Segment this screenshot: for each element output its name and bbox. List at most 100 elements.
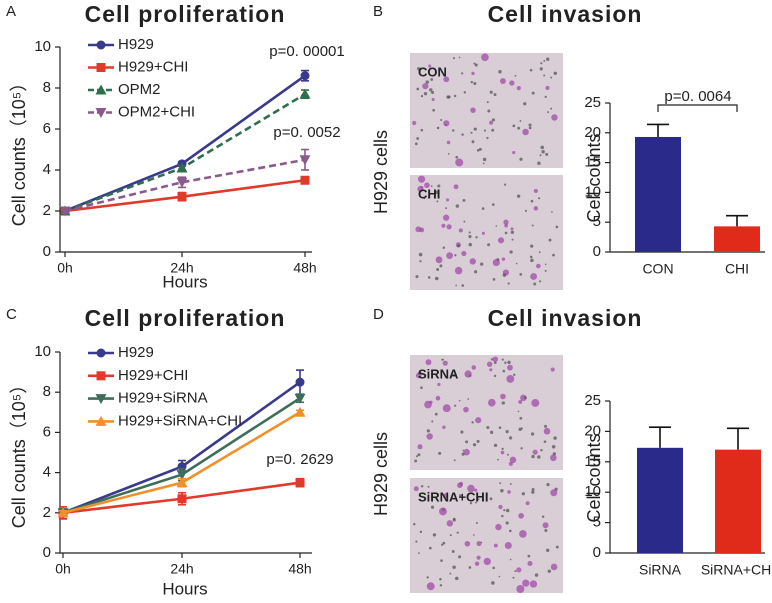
cell [425, 80, 429, 84]
cell [420, 94, 424, 98]
micrograph: CHI [410, 175, 563, 290]
cell [528, 126, 532, 130]
cell [546, 57, 550, 61]
cell [550, 563, 558, 571]
micrograph-label: SiRNA [418, 366, 459, 381]
cell [445, 207, 448, 210]
cell [520, 394, 527, 402]
cell [537, 161, 541, 165]
chart-title: Cell invasion [488, 1, 643, 27]
legend-label: H929+SiRNA [118, 390, 208, 407]
cell [491, 581, 495, 585]
cell [419, 260, 422, 263]
y-tick-label: 0 [593, 243, 601, 260]
micrograph-label: CHI [418, 186, 440, 201]
cell [435, 395, 441, 401]
data-point [177, 494, 187, 504]
cell [517, 410, 520, 413]
x-axis-label: Hours [162, 579, 207, 598]
cell [501, 447, 504, 451]
legend-marker [95, 108, 107, 118]
y-tick-label: 6 [43, 120, 51, 137]
y-tick-label: 15 [584, 453, 601, 470]
cell [531, 454, 535, 459]
cell [446, 520, 454, 527]
x-tick-label: 48h [293, 260, 316, 276]
cell [454, 254, 457, 257]
cell [428, 64, 432, 68]
cell [541, 515, 545, 518]
cell [486, 361, 493, 367]
cell [498, 426, 502, 429]
cell [458, 555, 462, 559]
cell [482, 162, 485, 165]
cell [528, 123, 532, 127]
cell [539, 280, 542, 283]
legend-label: H929 [118, 344, 154, 361]
cell [519, 416, 523, 420]
cell [537, 455, 541, 459]
cell [449, 534, 452, 537]
cell [420, 484, 424, 488]
cell [534, 573, 539, 577]
cell [493, 93, 497, 97]
cell [439, 264, 443, 268]
annotation: p=0. 0064 [664, 88, 731, 105]
cell [523, 102, 527, 106]
legend-marker [95, 84, 107, 95]
cell [472, 443, 477, 447]
cell [509, 250, 513, 254]
cell [423, 197, 426, 200]
cell [531, 490, 535, 494]
cell [498, 70, 502, 74]
data-point [176, 470, 188, 481]
micrograph-background [410, 355, 563, 470]
cell [413, 522, 416, 526]
cell [543, 60, 546, 62]
x-tick-label: 0h [55, 561, 71, 577]
cell [543, 427, 551, 435]
data-point [300, 71, 310, 81]
micrograph: CON [410, 53, 563, 168]
cell [524, 396, 527, 399]
cell [492, 356, 498, 363]
cell [452, 57, 455, 60]
cell [471, 365, 477, 370]
cell [511, 238, 514, 241]
cell [503, 509, 506, 512]
cell [426, 582, 435, 591]
cell [469, 502, 473, 505]
cell [442, 246, 446, 250]
chart-title: Cell invasion [488, 305, 643, 331]
micrograph-label: SiRNA+CHI [418, 489, 488, 504]
cell [471, 421, 474, 424]
cell [540, 62, 543, 65]
cell [538, 251, 541, 254]
cell [493, 443, 498, 448]
micrograph: SiRNA [410, 355, 563, 470]
cell [426, 433, 433, 440]
cell [447, 153, 450, 155]
cell [487, 398, 496, 407]
cell [531, 91, 535, 95]
cell [512, 576, 515, 579]
bar [715, 449, 761, 553]
cell [545, 85, 550, 90]
y-tick-label: 10 [584, 183, 601, 200]
series-line [64, 158, 306, 213]
cell [427, 276, 431, 279]
cell [482, 157, 487, 162]
cell [541, 150, 545, 154]
y-tick-label: 20 [584, 422, 601, 439]
cell [555, 545, 559, 549]
cell [501, 358, 504, 361]
panel-label: C [6, 306, 17, 323]
cell [530, 244, 534, 248]
cell [442, 360, 448, 366]
cell [475, 501, 477, 504]
cell [489, 497, 493, 501]
cell [458, 228, 463, 233]
cell [547, 569, 551, 573]
cell [506, 374, 515, 383]
cell [460, 430, 464, 434]
